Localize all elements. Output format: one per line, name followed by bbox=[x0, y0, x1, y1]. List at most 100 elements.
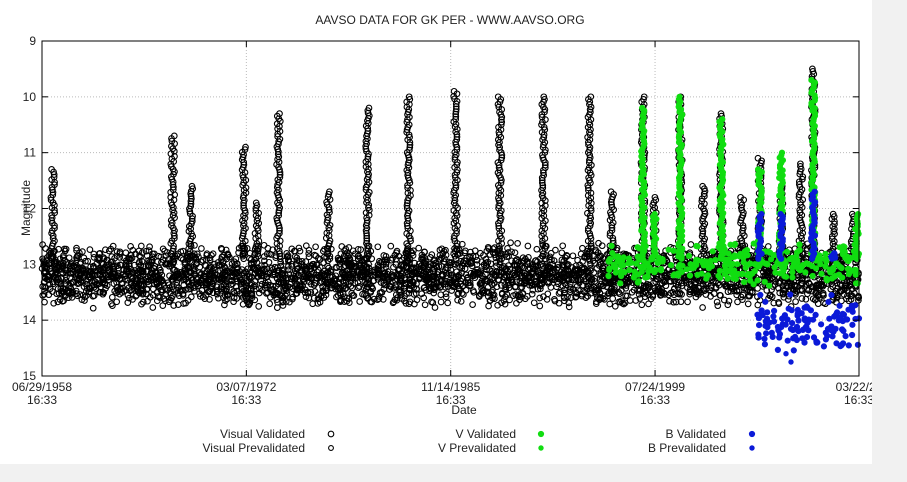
data-point bbox=[507, 239, 514, 247]
data-point bbox=[129, 269, 137, 276]
data-point bbox=[714, 302, 722, 310]
data-point bbox=[493, 283, 501, 291]
data-point bbox=[415, 270, 422, 278]
data-point bbox=[727, 287, 735, 295]
data-point bbox=[600, 255, 607, 262]
data-point bbox=[803, 260, 810, 267]
data-point bbox=[742, 251, 749, 258]
data-point bbox=[174, 301, 182, 308]
data-point bbox=[673, 271, 680, 278]
data-point bbox=[48, 252, 56, 260]
data-point bbox=[266, 300, 274, 308]
data-point bbox=[814, 291, 822, 299]
data-point bbox=[82, 288, 90, 295]
data-point bbox=[710, 277, 717, 285]
data-point bbox=[635, 291, 643, 298]
data-point bbox=[677, 298, 685, 306]
data-point bbox=[217, 244, 225, 252]
data-point bbox=[665, 246, 672, 253]
data-point bbox=[403, 290, 410, 297]
data-point bbox=[548, 256, 555, 264]
data-point bbox=[269, 246, 277, 254]
data-point bbox=[525, 254, 532, 261]
data-point bbox=[423, 277, 430, 285]
data-point bbox=[72, 271, 79, 278]
data-point bbox=[712, 256, 719, 264]
data-point bbox=[258, 266, 265, 274]
data-point bbox=[70, 262, 77, 270]
data-point bbox=[310, 260, 317, 268]
data-point bbox=[245, 300, 252, 308]
data-point bbox=[83, 285, 91, 292]
data-point bbox=[770, 299, 778, 307]
data-point bbox=[154, 293, 162, 300]
data-point bbox=[611, 287, 619, 294]
data-point bbox=[295, 244, 303, 252]
data-point bbox=[170, 266, 177, 274]
data-point bbox=[411, 259, 418, 267]
data-point bbox=[716, 267, 724, 275]
data-point bbox=[545, 264, 552, 271]
data-point bbox=[518, 293, 525, 301]
data-point bbox=[731, 241, 738, 249]
data-point bbox=[591, 259, 598, 267]
data-point bbox=[782, 273, 790, 280]
data-point bbox=[582, 294, 590, 301]
data-point bbox=[584, 292, 592, 300]
data-point bbox=[654, 259, 661, 266]
data-point bbox=[115, 272, 123, 280]
data-point bbox=[805, 279, 813, 287]
data-point bbox=[609, 250, 616, 257]
data-point bbox=[170, 183, 177, 191]
data-point bbox=[502, 251, 509, 258]
data-point bbox=[535, 281, 543, 289]
data-point bbox=[76, 249, 83, 257]
data-point bbox=[528, 282, 536, 289]
data-point bbox=[210, 274, 218, 282]
data-point bbox=[501, 281, 509, 288]
data-point bbox=[135, 286, 142, 294]
data-point bbox=[470, 288, 478, 296]
data-point bbox=[99, 279, 106, 287]
data-point bbox=[179, 271, 186, 278]
data-point bbox=[496, 261, 504, 269]
data-point bbox=[357, 246, 365, 253]
data-point bbox=[333, 264, 340, 272]
data-point bbox=[476, 280, 484, 288]
data-point bbox=[420, 263, 427, 271]
data-point bbox=[365, 264, 373, 272]
data-point bbox=[808, 263, 816, 270]
data-point bbox=[635, 278, 642, 285]
data-point bbox=[285, 262, 292, 270]
data-point bbox=[571, 267, 579, 275]
data-point bbox=[256, 285, 263, 293]
data-point bbox=[442, 293, 450, 301]
data-point bbox=[139, 268, 147, 276]
data-point bbox=[762, 266, 770, 274]
data-point bbox=[420, 284, 428, 292]
data-point bbox=[298, 257, 306, 265]
data-point bbox=[69, 288, 77, 296]
data-point bbox=[430, 269, 438, 276]
data-point bbox=[109, 302, 116, 309]
data-point bbox=[460, 257, 468, 264]
data-point bbox=[138, 249, 146, 256]
data-point bbox=[405, 300, 413, 308]
data-point bbox=[744, 292, 752, 300]
data-point bbox=[313, 275, 321, 282]
data-point bbox=[615, 255, 622, 262]
data-point bbox=[495, 268, 503, 276]
data-point bbox=[678, 268, 685, 276]
data-point bbox=[138, 300, 145, 308]
data-point bbox=[155, 282, 163, 289]
data-point bbox=[316, 298, 324, 306]
data-point bbox=[809, 295, 817, 303]
data-point bbox=[792, 298, 799, 305]
data-point bbox=[109, 258, 116, 266]
data-point bbox=[491, 295, 498, 303]
data-point bbox=[189, 212, 196, 220]
data-point bbox=[798, 279, 806, 287]
data-point bbox=[616, 298, 624, 306]
data-point bbox=[376, 257, 383, 265]
data-point bbox=[809, 272, 816, 280]
